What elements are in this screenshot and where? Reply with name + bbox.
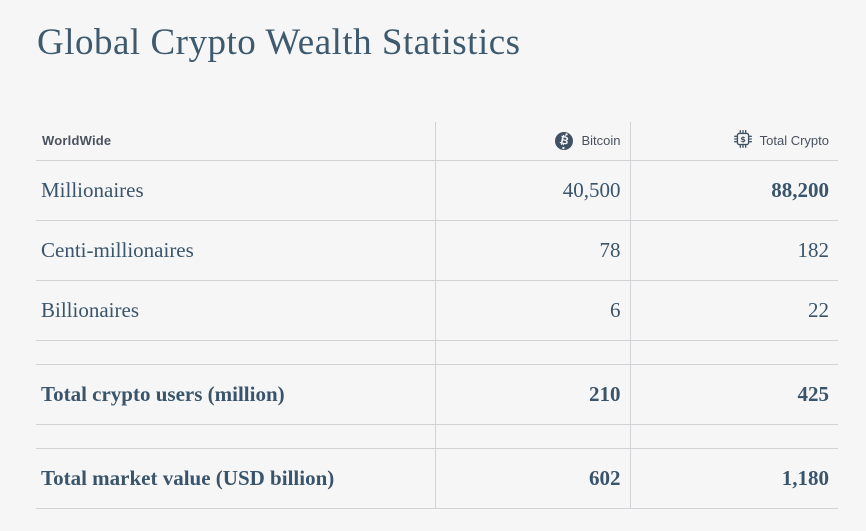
spacer-cell xyxy=(36,340,435,365)
table-row: Total market value (USD billion) 602 1,180 xyxy=(36,448,838,509)
table-row: Centi-millionaires 78 182 xyxy=(36,220,838,281)
table-row: Total crypto users (million) 210 425 xyxy=(36,364,838,425)
page-title: Global Crypto Wealth Statistics xyxy=(37,22,521,63)
table-header-row: WorldWide ₿ Bitcoin xyxy=(36,122,838,161)
bitcoin-value: 602 xyxy=(434,448,630,509)
spacer-cell xyxy=(36,424,435,449)
chip-dollar-icon: $ xyxy=(733,130,752,151)
table-body: Millionaires 40,500 88,200 Centi-millionair… xyxy=(36,160,838,509)
bitcoin-header-group: ₿ Bitcoin xyxy=(554,130,621,152)
spacer-cell xyxy=(434,424,630,449)
svg-text:$: $ xyxy=(740,134,746,144)
column-header-bitcoin: ₿ Bitcoin xyxy=(434,122,630,161)
spacer-row xyxy=(36,424,838,449)
row-label: Billionaires xyxy=(36,280,435,341)
row-label: Total crypto users (million) xyxy=(36,364,435,425)
bitcoin-icon-glyph: ₿ xyxy=(554,130,576,152)
spacer-cell xyxy=(434,340,630,365)
column-header-total-crypto-label: Total Crypto xyxy=(759,133,829,149)
total-crypto-value: 182 xyxy=(629,220,838,281)
column-header-total-crypto: $ Total Crypto xyxy=(629,122,838,161)
crypto-wealth-table-container: WorldWide ₿ Bitcoin xyxy=(36,122,838,509)
total-crypto-value: 425 xyxy=(629,364,838,425)
total-crypto-header-group: $ Total Crypto xyxy=(733,130,829,151)
bitcoin-value: 40,500 xyxy=(434,160,630,221)
bitcoin-value: 78 xyxy=(434,220,630,281)
crypto-wealth-table: WorldWide ₿ Bitcoin xyxy=(36,122,838,509)
table-row: Billionaires 6 22 xyxy=(36,280,838,341)
row-label: Millionaires xyxy=(36,160,435,221)
total-crypto-value: 22 xyxy=(629,280,838,341)
total-crypto-value: 88,200 xyxy=(629,160,838,221)
bitcoin-value: 210 xyxy=(434,364,630,425)
table-row: Millionaires 40,500 88,200 xyxy=(36,160,838,221)
row-label: Total market value (USD billion) xyxy=(36,448,435,509)
spacer-cell xyxy=(629,424,838,449)
total-crypto-value: 1,180 xyxy=(629,448,838,509)
bitcoin-icon: ₿ xyxy=(554,130,576,152)
column-header-bitcoin-label: Bitcoin xyxy=(581,133,621,149)
spacer-row xyxy=(36,340,838,365)
column-header-worldwide: WorldWide xyxy=(36,122,435,161)
bitcoin-value: 6 xyxy=(434,280,630,341)
row-label: Centi-millionaires xyxy=(36,220,435,281)
spacer-cell xyxy=(629,340,838,365)
